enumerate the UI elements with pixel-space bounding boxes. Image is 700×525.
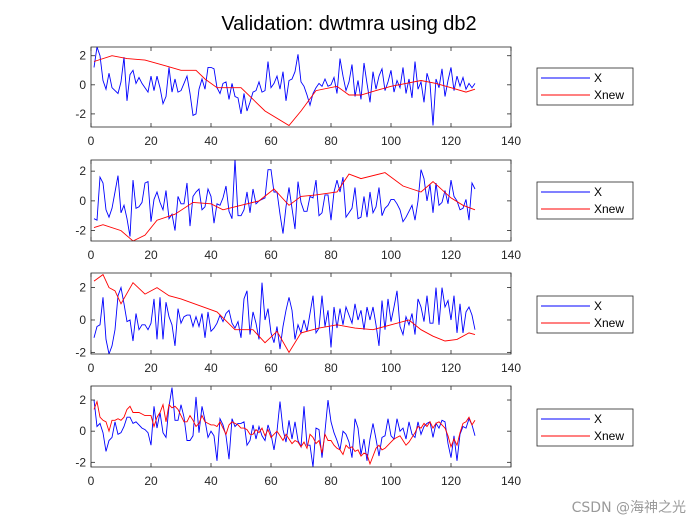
watermark: CSDN @海神之光: [571, 500, 686, 516]
plot-area: [91, 273, 511, 354]
x-tick-label: 140: [501, 474, 521, 488]
y-tick-label: 2: [79, 49, 86, 63]
legend-label-xnew: Xnew: [594, 202, 624, 216]
x-tick-label: 140: [501, 248, 521, 262]
x-tick-label: 120: [441, 134, 461, 148]
plot-area: [91, 47, 511, 127]
x-tick-label: 40: [204, 474, 218, 488]
x-tick-label: 0: [88, 134, 95, 148]
axes-box: [90, 385, 512, 468]
x-tick-label: 80: [324, 248, 338, 262]
legend-label-x: X: [594, 412, 602, 426]
x-tick-label: 140: [501, 361, 521, 375]
x-tick-label: 80: [324, 474, 338, 488]
axes-box: [90, 46, 512, 128]
y-tick-label: 0: [79, 424, 86, 438]
series-line-xnew: [93, 55, 476, 127]
x-tick-label: 40: [204, 134, 218, 148]
series-line-xnew: [93, 399, 476, 466]
series-line-x: [93, 47, 476, 126]
legend-label-x: X: [594, 185, 602, 199]
x-tick-label: 100: [381, 474, 401, 488]
legend: X Xnew: [536, 295, 634, 334]
series-line-xnew: [93, 172, 476, 241]
y-tick-label: -2: [75, 455, 86, 469]
series-line-xnew: [93, 273, 476, 354]
legend: X Xnew: [536, 181, 634, 220]
legend-box: [536, 295, 634, 334]
legend-label-x: X: [594, 71, 602, 85]
x-tick-label: 20: [144, 248, 158, 262]
series-line-x: [93, 160, 476, 237]
x-tick-label: 100: [381, 361, 401, 375]
y-tick-label: 0: [79, 194, 86, 208]
legend-label-x: X: [594, 299, 602, 313]
x-tick-label: 40: [204, 248, 218, 262]
x-tick-label: 60: [264, 474, 278, 488]
x-tick-label: 0: [88, 474, 95, 488]
chart-title: Validation: dwtmra using db2: [221, 13, 476, 35]
x-tick-label: 140: [501, 134, 521, 148]
x-tick-label: 40: [204, 361, 218, 375]
y-tick-label: -2: [75, 107, 86, 121]
y-tick-label: 2: [79, 393, 86, 407]
x-tick-label: 0: [88, 361, 95, 375]
legend-box: [536, 408, 634, 447]
x-tick-label: 120: [441, 248, 461, 262]
y-tick-label: 0: [79, 78, 86, 92]
legend-label-xnew: Xnew: [594, 316, 624, 330]
x-tick-label: 60: [264, 134, 278, 148]
legend-label-xnew: Xnew: [594, 88, 624, 102]
legend: X Xnew: [536, 67, 634, 106]
legend-box: [536, 67, 634, 106]
series-line-x: [93, 387, 476, 467]
axes-box: [90, 272, 512, 355]
y-tick-label: 2: [79, 164, 86, 178]
x-tick-label: 60: [264, 361, 278, 375]
y-tick-label: 2: [79, 281, 86, 295]
x-tick-label: 20: [144, 134, 158, 148]
legend-box: [536, 181, 634, 220]
x-tick-label: 20: [144, 361, 158, 375]
series-line-x: [93, 282, 476, 354]
x-tick-label: 100: [381, 134, 401, 148]
x-tick-label: 0: [88, 248, 95, 262]
plot-area: [91, 386, 511, 467]
legend: X Xnew: [536, 408, 634, 447]
x-tick-label: 80: [324, 134, 338, 148]
y-tick-label: -2: [75, 345, 86, 359]
x-tick-label: 120: [441, 474, 461, 488]
x-tick-label: 20: [144, 474, 158, 488]
y-tick-label: 0: [79, 313, 86, 327]
x-tick-label: 100: [381, 248, 401, 262]
x-tick-label: 80: [324, 361, 338, 375]
x-tick-label: 120: [441, 361, 461, 375]
x-tick-label: 60: [264, 248, 278, 262]
legend-label-xnew: Xnew: [594, 429, 624, 443]
y-tick-label: -2: [75, 224, 86, 238]
